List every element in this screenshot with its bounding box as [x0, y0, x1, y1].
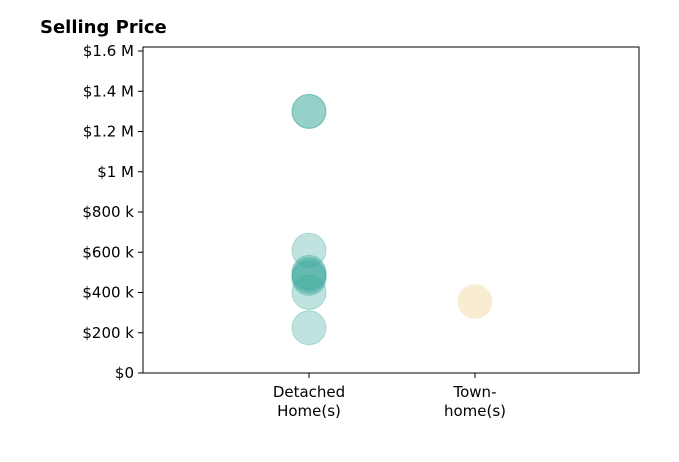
chart-title: Selling Price: [40, 17, 167, 38]
x-axis: Detached Home(s) Town-home(s): [273, 373, 506, 420]
x-tick-label: Town-home(s): [444, 383, 506, 420]
y-axis: $0 $200 k $400 k $600 k $800 k $1 M $1.2 M $1.4…: [82, 42, 143, 382]
y-tick-label: $1.4 M: [83, 82, 134, 100]
y-tick-label: $200 k: [82, 324, 134, 342]
data-point: [291, 254, 327, 290]
data-point: [291, 232, 327, 268]
y-tick-label: $0: [115, 364, 134, 382]
y-tick-label: $800 k: [82, 203, 134, 221]
y-tick-label: $1 M: [97, 163, 134, 181]
data-point: [291, 275, 327, 311]
data-point: [291, 258, 327, 294]
data-point: [291, 93, 327, 129]
data-point: [291, 256, 327, 292]
data-point: [291, 260, 327, 296]
x-tick-label: Detached Home(s): [273, 383, 345, 420]
y-tick-label: $400 k: [82, 284, 134, 302]
data-point: [291, 93, 327, 129]
plot-frame: [142, 46, 640, 374]
points-layer: [291, 93, 493, 346]
data-point: [291, 310, 327, 346]
y-tick-label: $600 k: [82, 243, 134, 261]
y-tick-label: $1.6 M: [83, 42, 134, 60]
data-point: [457, 284, 493, 320]
y-tick-label: $1.2 M: [83, 123, 134, 141]
